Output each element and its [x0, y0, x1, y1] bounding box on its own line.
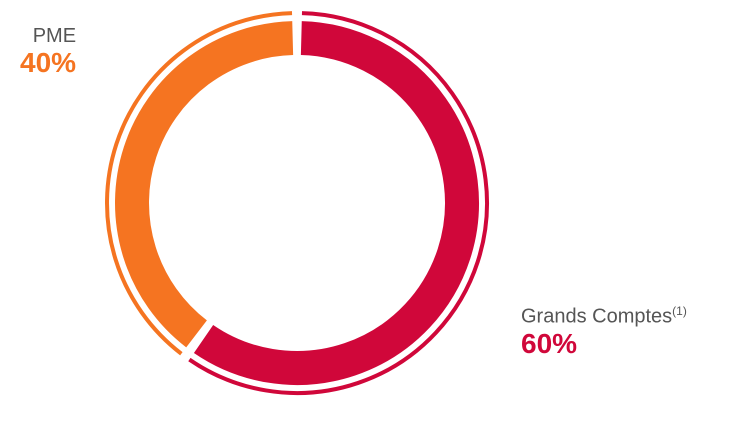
slice-outer-ring-grands-comptes: [188, 11, 489, 396]
slice-outer-ring-pme: [105, 11, 293, 356]
slice-pme: [115, 21, 294, 348]
footnote-marker: (1): [672, 304, 687, 318]
slice-label-pme: PME 40%: [20, 26, 76, 77]
slice-name-grands-comptes: Grands Comptes(1): [521, 305, 687, 327]
slice-grands-comptes: [193, 21, 479, 385]
slice-name-pme: PME: [32, 25, 77, 47]
slice-value-grands-comptes: 60%: [521, 327, 578, 359]
slice-label-grands-comptes: Grands Comptes(1) 60%: [521, 305, 687, 358]
slice-value-pme: 40%: [20, 47, 77, 78]
slice-name-text: Grands Comptes: [521, 305, 673, 328]
